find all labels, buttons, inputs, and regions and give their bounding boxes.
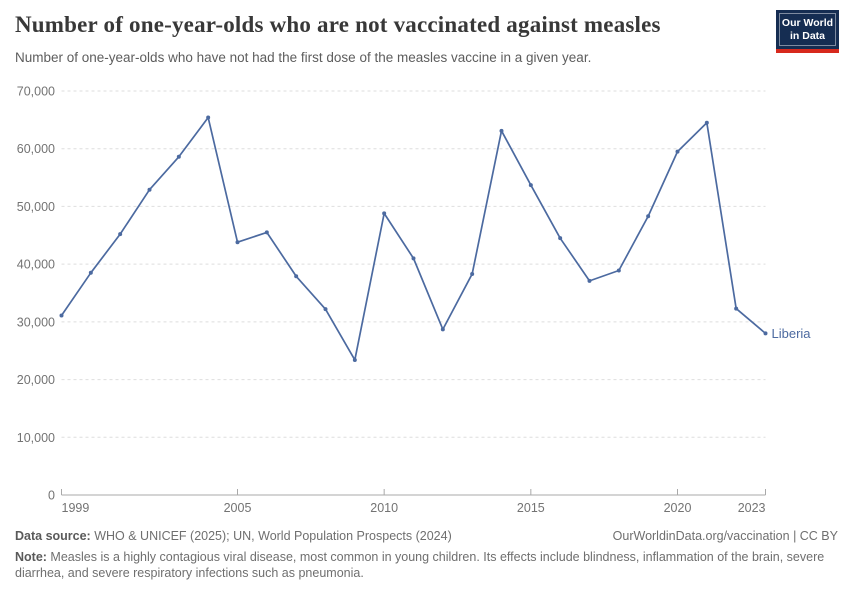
owid-logo: Our World in Data <box>776 10 839 54</box>
y-axis-tick-label: 20,000 <box>17 373 55 387</box>
data-point <box>176 154 181 159</box>
data-point <box>499 128 504 133</box>
note-text: Measles is a highly contagious viral dis… <box>15 549 825 581</box>
data-point <box>382 211 387 216</box>
chart-note: Note: Measles is a highly contagious vir… <box>15 549 837 582</box>
owid-logo-text: Our World in Data <box>779 13 836 47</box>
x-axis-tick-label: 1999 <box>62 501 90 515</box>
y-axis-tick-label: 60,000 <box>17 142 55 156</box>
data-point <box>147 187 152 192</box>
data-point <box>558 236 563 241</box>
data-point <box>118 232 123 237</box>
data-point <box>264 230 269 235</box>
owid-logo-line1: Our World <box>781 17 834 29</box>
data-point <box>88 270 93 275</box>
y-axis-tick-label: 50,000 <box>17 200 55 214</box>
data-point <box>646 214 651 219</box>
data-point <box>616 268 621 273</box>
y-axis-tick-label: 30,000 <box>17 315 55 329</box>
data-point <box>734 306 739 311</box>
x-axis-tick-label: 2020 <box>664 501 692 515</box>
data-point <box>352 357 357 362</box>
data-point <box>59 313 64 318</box>
data-point <box>763 331 768 336</box>
chart-footer: Data source: WHO & UNICEF (2025); UN, Wo… <box>15 528 838 582</box>
data-point <box>206 115 211 120</box>
data-point <box>704 120 709 125</box>
page-title: Number of one-year-olds who are not vacc… <box>15 12 661 37</box>
chart-subtitle: Number of one-year-olds who have not had… <box>15 50 592 65</box>
data-source-label: Data source: <box>15 529 91 543</box>
series-end-label[interactable]: Liberia <box>772 326 812 341</box>
data-point <box>470 271 475 276</box>
data-point <box>323 307 328 312</box>
data-point <box>675 149 680 154</box>
attribution-link[interactable]: OurWorldinData.org/vaccination | CC BY <box>612 529 838 543</box>
data-source-line: Data source: WHO & UNICEF (2025); UN, Wo… <box>15 528 452 545</box>
x-axis-tick-label: 2015 <box>517 501 545 515</box>
y-axis-tick-label: 10,000 <box>17 431 55 445</box>
owid-logo-line2: in Data <box>789 29 825 42</box>
data-point <box>235 240 240 245</box>
y-axis-tick-label: 70,000 <box>17 85 55 99</box>
series-line-liberia[interactable] <box>60 116 767 361</box>
data-source-text: WHO & UNICEF (2025); UN, World Populatio… <box>90 529 452 543</box>
data-point <box>528 183 533 188</box>
data-point <box>411 256 416 261</box>
line-chart-plot[interactable]: 0 10,000 20,000 30,000 40,000 50,000 60,000 70,… <box>0 80 850 525</box>
note-label: Note: <box>15 549 47 564</box>
x-axis-tick-label: 2023 <box>738 501 766 515</box>
y-axis-tick-label: 40,000 <box>17 258 55 272</box>
x-axis-tick-label: 2010 <box>370 501 398 515</box>
x-axis-tick-label: 2005 <box>224 501 252 515</box>
data-point <box>294 274 299 279</box>
y-axis-tick-label: 0 <box>48 489 55 503</box>
data-point <box>587 278 592 283</box>
owid-logo-red-stripe <box>776 49 839 54</box>
data-point <box>440 327 445 332</box>
